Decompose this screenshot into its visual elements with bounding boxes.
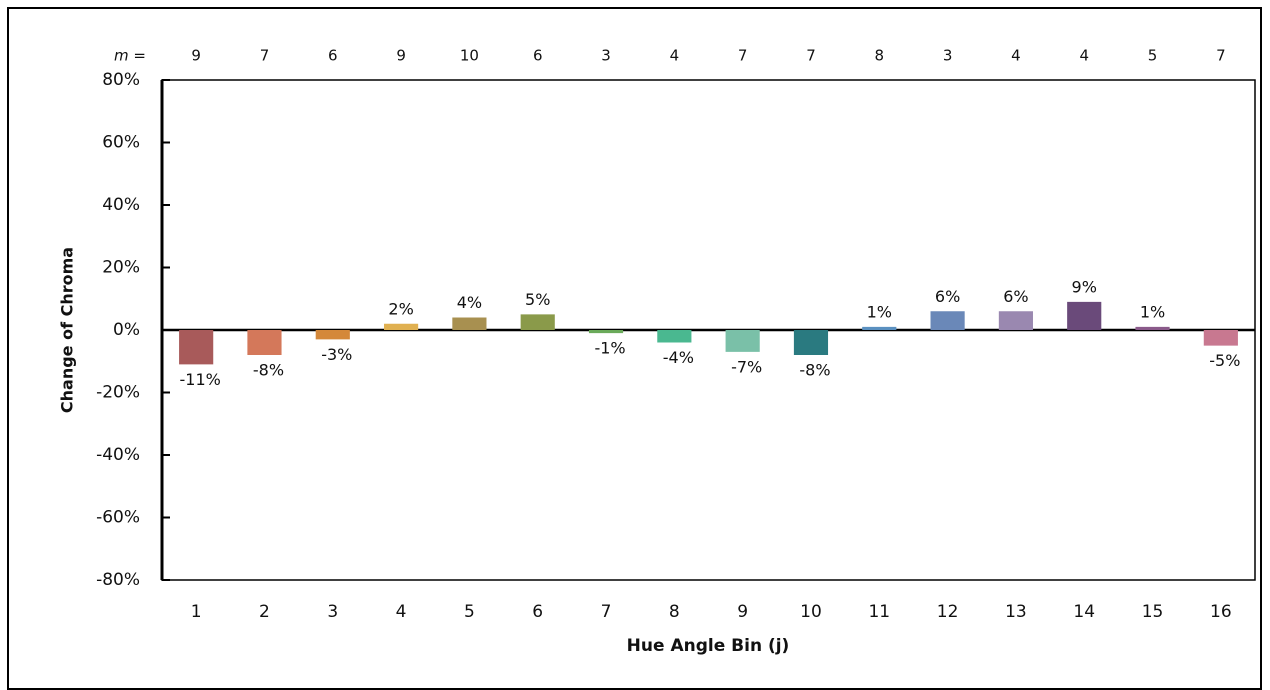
x-tick-label: 8 [669, 602, 680, 622]
bar [793, 330, 829, 355]
value-label: 9% [1072, 277, 1097, 296]
top-value: 9 [396, 47, 406, 65]
top-value: 8 [875, 47, 885, 65]
bar [1135, 326, 1170, 330]
top-value: 4 [1079, 47, 1089, 65]
y-tick-label: 80% [102, 70, 140, 90]
top-value: 3 [601, 47, 611, 65]
bar [862, 326, 897, 330]
x-tick-label: 1 [191, 602, 202, 622]
top-value: 5 [1148, 47, 1158, 65]
x-tick-label: 12 [937, 602, 959, 622]
top-value: 9 [191, 47, 201, 65]
value-label: 4% [457, 293, 482, 312]
y-tick-label: -20% [96, 383, 140, 403]
value-label: -4% [663, 348, 694, 367]
x-tick-label: 5 [464, 602, 475, 622]
value-label: -11% [179, 370, 220, 389]
bar [588, 330, 624, 334]
x-tick-label: 7 [601, 602, 612, 622]
x-tick-label: 13 [1005, 602, 1027, 622]
x-tick-label: 10 [800, 602, 822, 622]
y-tick-label: 0% [113, 320, 140, 340]
y-tick-label: -60% [96, 508, 140, 528]
x-tick-label: 2 [259, 602, 270, 622]
top-value: 7 [738, 47, 748, 65]
top-value: 7 [1216, 47, 1226, 65]
y-tick-label: -40% [96, 445, 140, 465]
value-label: 5% [525, 290, 550, 309]
x-tick-label: 16 [1210, 602, 1232, 622]
bar [384, 323, 419, 330]
y-axis-title: Change of Chroma [58, 247, 77, 413]
x-tick-label: 15 [1142, 602, 1164, 622]
x-tick-label: 11 [868, 602, 890, 622]
bar [179, 330, 214, 365]
bar [1203, 330, 1238, 346]
y-tick-label: 60% [102, 133, 140, 153]
value-label: -7% [731, 357, 762, 376]
x-tick-label: 6 [532, 602, 543, 622]
y-tick-label: 20% [102, 258, 140, 278]
bar [520, 314, 555, 330]
value-label: -8% [253, 361, 284, 380]
top-label: m = [114, 47, 146, 65]
x-tick-label: 14 [1073, 602, 1095, 622]
frame [7, 7, 1262, 690]
top-value: 6 [328, 47, 338, 65]
x-tick-label: 3 [327, 602, 338, 622]
value-label: 2% [388, 299, 413, 318]
x-tick-label: 4 [396, 602, 407, 622]
value-label: 1% [1140, 302, 1165, 321]
x-tick-label: 9 [737, 602, 748, 622]
top-value: 7 [260, 47, 270, 65]
value-label: -3% [321, 345, 352, 364]
bar [657, 330, 692, 343]
top-value: 7 [806, 47, 816, 65]
value-label: -1% [594, 339, 625, 358]
top-value: 10 [460, 47, 479, 65]
bar [452, 317, 487, 330]
bar [315, 330, 350, 340]
y-tick-label: 40% [102, 195, 140, 215]
bar [725, 330, 760, 352]
value-label: -5% [1209, 351, 1240, 370]
bar [1067, 301, 1102, 330]
top-value: 6 [533, 47, 543, 65]
value-label: 1% [867, 302, 892, 321]
bar [247, 330, 282, 355]
x-axis-title: Hue Angle Bin (j) [627, 636, 790, 656]
top-value: 4 [670, 47, 680, 65]
value-label: -8% [799, 361, 830, 380]
y-tick-label: -80% [96, 570, 140, 590]
bar [998, 311, 1033, 330]
top-value: 3 [943, 47, 953, 65]
value-label: 6% [1003, 287, 1028, 306]
top-value: 4 [1011, 47, 1021, 65]
value-label: 6% [935, 287, 960, 306]
bar [930, 311, 965, 330]
